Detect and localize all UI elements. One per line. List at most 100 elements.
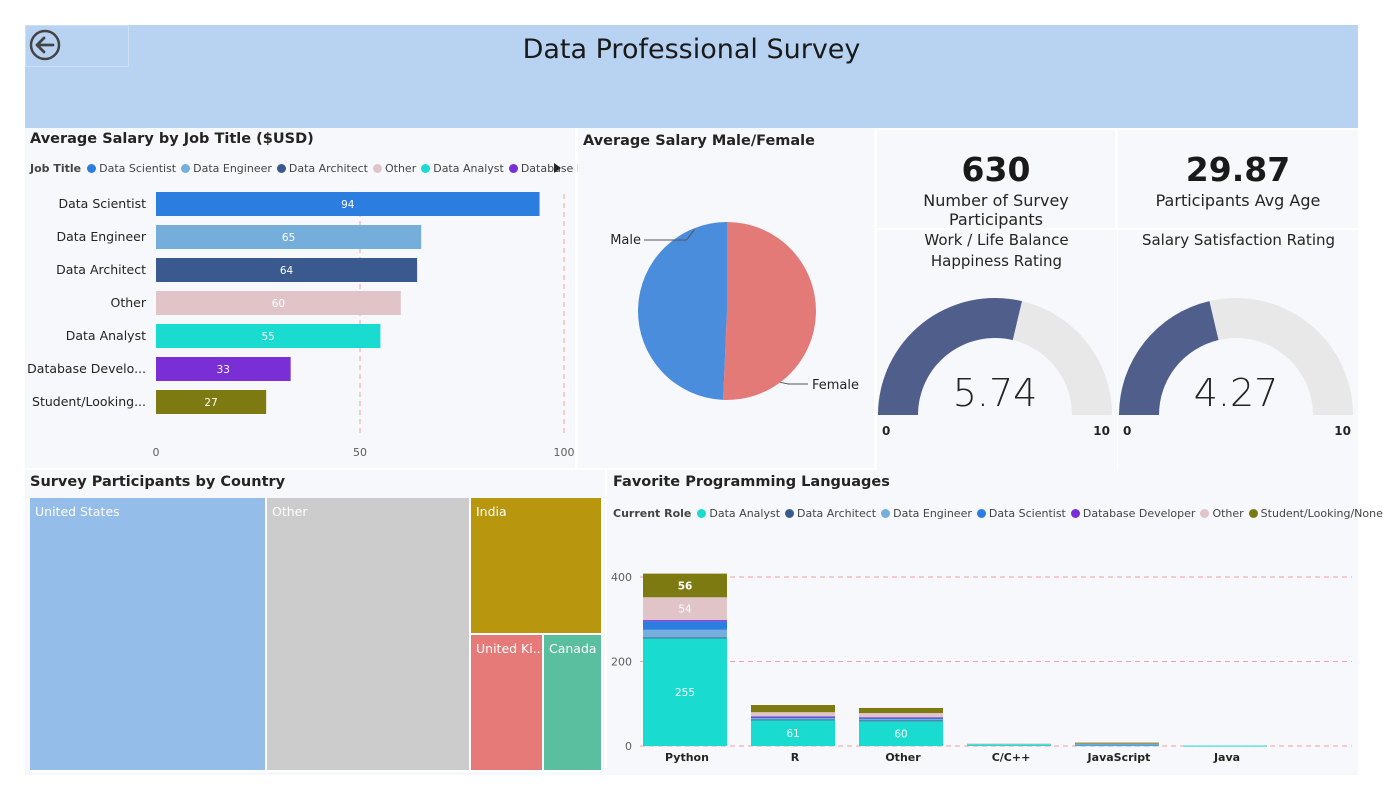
legend-item[interactable]: Student/Looking/None [1248, 507, 1383, 520]
stacked-bar-segment[interactable] [1183, 745, 1267, 747]
stacked-bar-segment[interactable] [1075, 744, 1159, 746]
pie-label-female: Female [812, 378, 859, 393]
x-category-label: Python [665, 751, 709, 764]
treemap-label: India [476, 504, 507, 519]
stacked-bar-segment[interactable] [1075, 743, 1159, 745]
stacked-bar-segment[interactable] [643, 629, 727, 638]
pie-slice-male[interactable] [638, 222, 727, 400]
salary-satisfaction-gauge: 4.27 0 10 [1119, 298, 1353, 438]
bar-data-label: 54 [678, 604, 692, 616]
x-category-label: R [791, 751, 800, 764]
bar-data-label: 60 [894, 728, 907, 740]
salary-gender-title: Average Salary Male/Female [583, 133, 815, 149]
salary-satisfaction-gauge-title: Salary Satisfaction Rating [1141, 231, 1336, 249]
stacked-bar-segment[interactable] [751, 716, 835, 718]
legend-item[interactable]: Data Engineer [881, 507, 972, 520]
y-tick-label: 200 [611, 656, 632, 669]
bar-data-label: 65 [282, 232, 295, 244]
legend-next-arrow-icon[interactable] [551, 162, 563, 174]
bar-data-label: 56 [678, 580, 693, 592]
stacked-bar-segment[interactable] [859, 707, 943, 714]
legend-item[interactable]: Data Scientist [87, 162, 176, 175]
stacked-bar-segment[interactable] [859, 720, 943, 746]
bar-category-label: Other [111, 295, 147, 310]
stacked-bar-segment[interactable] [859, 720, 943, 722]
bar-category-label: Database Develo... [27, 361, 146, 376]
legend-title: Current Role [613, 507, 692, 520]
stacked-bar-segment[interactable] [967, 743, 1051, 746]
back-arrow-icon[interactable] [29, 29, 61, 61]
legend-item[interactable]: Other [372, 162, 416, 175]
bar-data-label: 61 [786, 728, 799, 740]
avg-age-value: 29.87 [1185, 150, 1291, 189]
stacked-bar-segment[interactable] [643, 620, 727, 622]
avg-age-label: Participants Avg Age [1155, 191, 1321, 210]
treemap-cell-other[interactable]: Other [267, 498, 471, 772]
stacked-bar-segment[interactable] [751, 720, 835, 746]
stacked-bar-segment[interactable] [859, 717, 943, 719]
treemap-cell-united-states[interactable]: United States [30, 498, 267, 772]
legend-item[interactable]: Data Architect [785, 507, 876, 520]
treemap-cell-united-kingdom[interactable]: United Ki... [471, 635, 545, 772]
stacked-bar-segment[interactable] [643, 637, 727, 639]
bar-category-label: Data Analyst [66, 328, 146, 343]
back-button-frame[interactable] [25, 25, 129, 67]
stacked-bar-segment[interactable] [751, 705, 835, 713]
gauge-min-label: 0 [1123, 424, 1131, 438]
pie-slice-female[interactable] [723, 222, 816, 400]
stacked-bar-segment[interactable] [643, 573, 727, 598]
legend-item[interactable]: Data Analyst [421, 162, 504, 175]
stacked-bar-segment[interactable] [1075, 742, 1159, 744]
languages-panel [607, 470, 1358, 775]
stacked-bar-segment[interactable] [751, 719, 835, 721]
salary-bar[interactable] [156, 291, 401, 315]
stacked-bar-segment[interactable] [643, 638, 727, 746]
salary-bar[interactable] [156, 390, 267, 414]
bar-category-label: Data Scientist [59, 196, 147, 211]
legend-item[interactable]: Data Architect [276, 162, 368, 175]
stacked-bar-segment[interactable] [643, 597, 727, 621]
x-category-label: JavaScript [1087, 751, 1151, 764]
stacked-bar-segment[interactable] [859, 717, 943, 719]
legend-item[interactable]: Data Analyst [697, 507, 780, 520]
legend-item[interactable]: Database Developer [1070, 507, 1195, 520]
stacked-bar-segment[interactable] [967, 743, 1051, 745]
salary-bar[interactable] [156, 258, 418, 282]
x-category-label: Java [1213, 751, 1240, 764]
bar-category-label: Student/Looking... [32, 394, 146, 409]
stacked-bar-segment[interactable] [859, 713, 943, 718]
stacked-bar-segment[interactable] [751, 716, 835, 719]
bar-data-label: 255 [675, 687, 695, 699]
bar-data-label: 94 [341, 199, 355, 211]
treemap-label: Other [272, 504, 308, 519]
report-title: Data Professional Survey [522, 34, 861, 65]
salary-bar[interactable] [156, 357, 291, 381]
pie-leader-line [644, 229, 695, 241]
participants-count: 630 [961, 150, 1031, 189]
stacked-bar-segment[interactable] [859, 718, 943, 721]
legend-item[interactable]: Data Scientist [976, 507, 1066, 520]
gauge-fill [1119, 301, 1219, 415]
current-role-legend: Current Role Data Analyst Data Architect… [613, 507, 1383, 520]
y-tick-label: 400 [611, 571, 632, 584]
stacked-bar-segment[interactable] [643, 621, 727, 630]
stacked-bar-segment[interactable] [751, 718, 835, 720]
bar-data-label: 55 [262, 331, 275, 343]
participants-label: Number of Survey Participants [923, 191, 1069, 229]
stacked-bar-segment[interactable] [751, 712, 835, 717]
legend-title: Job Title [30, 162, 82, 175]
salary-bar[interactable] [156, 225, 422, 249]
x-tick-label: 0 [153, 446, 160, 459]
salary-by-job-title: Average Salary by Job Title ($USD) [30, 131, 314, 147]
bar-data-label: 33 [217, 364, 230, 376]
gauge-value: 5.74 [953, 371, 1038, 415]
treemap-cell-canada[interactable]: Canada [544, 635, 603, 772]
salary-bar[interactable] [156, 324, 381, 348]
salary-bar[interactable] [156, 192, 540, 216]
avg-age-card: 29.87 Participants Avg Age [1118, 130, 1358, 228]
legend-item[interactable]: Data Engineer [181, 162, 272, 175]
x-category-label: C/C++ [992, 751, 1031, 764]
pie-label-male: Male [610, 233, 641, 248]
legend-item[interactable]: Other [1200, 507, 1244, 520]
treemap-cell-india[interactable]: India [471, 498, 603, 635]
